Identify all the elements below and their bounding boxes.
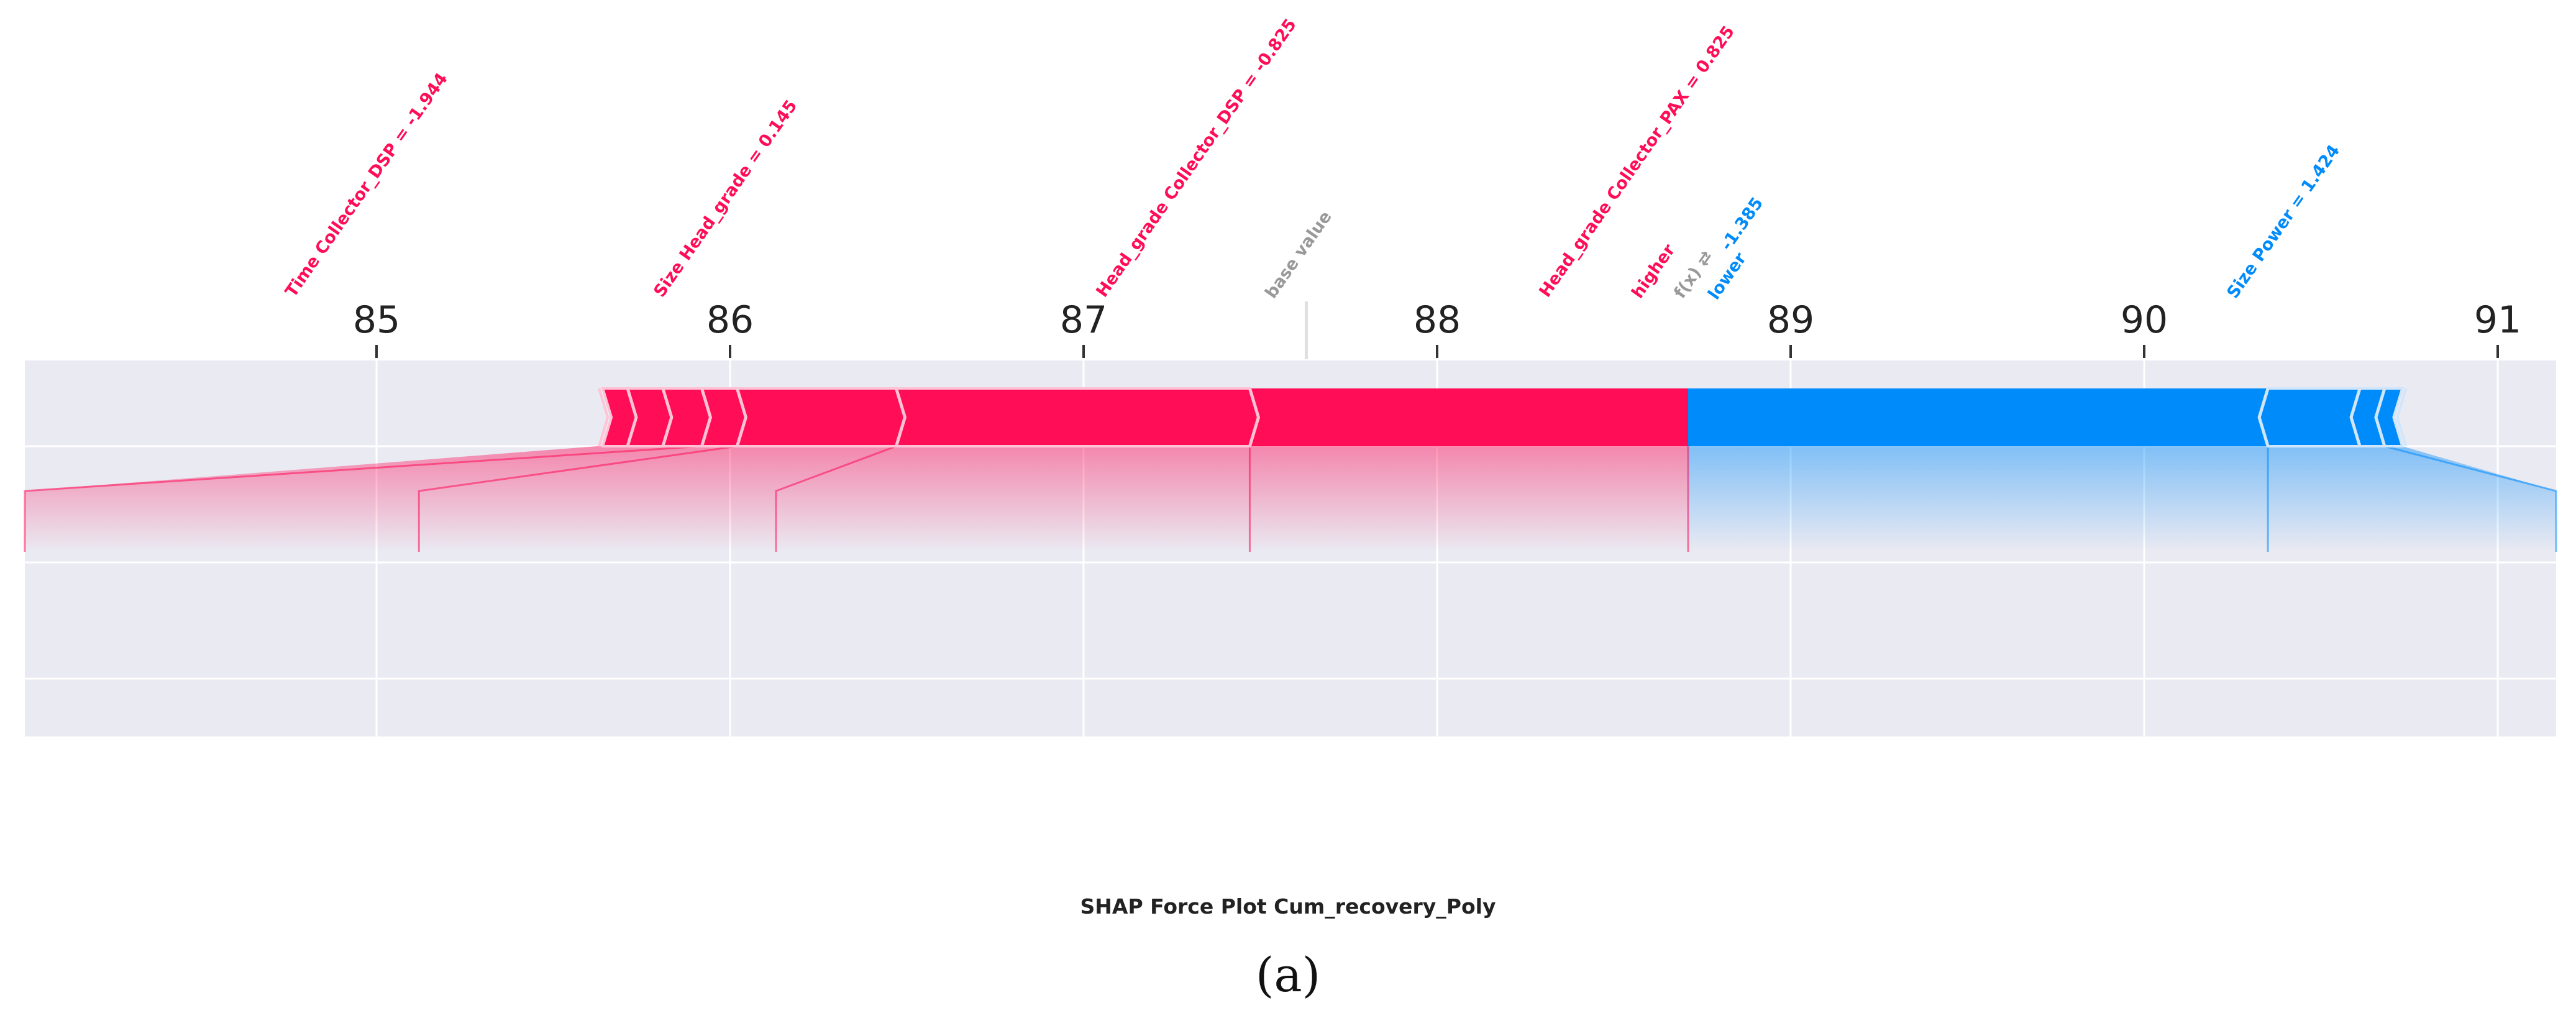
x-tick-label: 86 — [706, 298, 754, 342]
higher-label: higher — [1628, 241, 1679, 302]
positive-connector-line — [24, 445, 702, 552]
base-value-label: base value — [1261, 208, 1335, 302]
x-tick-label: 89 — [1767, 298, 1814, 342]
bar-separator — [2349, 388, 2362, 447]
positive-fan-shade — [25, 446, 1688, 552]
positive-connector-line — [775, 445, 897, 552]
x-tick-label: 91 — [2474, 298, 2521, 342]
negative-bar-tail-chevron — [2396, 388, 2408, 447]
bar-separator — [626, 388, 638, 447]
positive-feature-label: Size Head_grade = 0.145 — [650, 96, 801, 301]
negative-connector-line — [2384, 445, 2557, 552]
bar-separator — [1248, 388, 1261, 447]
bar-separator — [895, 388, 907, 447]
bar-separator — [2257, 388, 2270, 447]
positive-force-bar — [1249, 388, 1688, 446]
x-axis: 85 86 87 88 89 90 91 — [353, 298, 2521, 359]
positive-feature-label: Time Collector_DSP = -1.944 — [281, 70, 452, 301]
negative-feature-label: Size Power = 1.424 — [2223, 142, 2344, 303]
negative-force-bar — [1688, 388, 2268, 446]
positive-force-bar — [894, 387, 1260, 447]
negative-force-bar — [2258, 387, 2362, 447]
bar-separator — [700, 388, 713, 447]
positive-force-bar — [735, 387, 907, 447]
positive-feature-label: Head_grade Collector_DSP = -0.825 — [1092, 16, 1300, 301]
feature-labels: Head_grade Collector_PAX = 0.825Head_gra… — [281, 16, 2344, 303]
bar-separator — [2374, 388, 2386, 447]
x-tick-label: 88 — [1414, 298, 1461, 342]
positive-connector-line — [418, 445, 738, 552]
x-tick-label: 87 — [1060, 298, 1107, 342]
positive-bar-tail-chevron — [598, 388, 610, 447]
feature-fans — [24, 445, 2557, 552]
bar-separator — [661, 388, 674, 447]
fx-value-label: -1.385 — [1717, 194, 1767, 254]
chart-title: SHAP Force Plot Cum_recovery_Poly — [1080, 894, 1496, 919]
force-bars — [598, 387, 2408, 447]
negative-fan-shade — [1688, 446, 2556, 552]
bar-separator — [735, 388, 747, 447]
figure-caption: (a) — [1256, 947, 1321, 1002]
x-tick-label: 90 — [2121, 298, 2168, 342]
x-tick-label: 85 — [353, 298, 400, 342]
